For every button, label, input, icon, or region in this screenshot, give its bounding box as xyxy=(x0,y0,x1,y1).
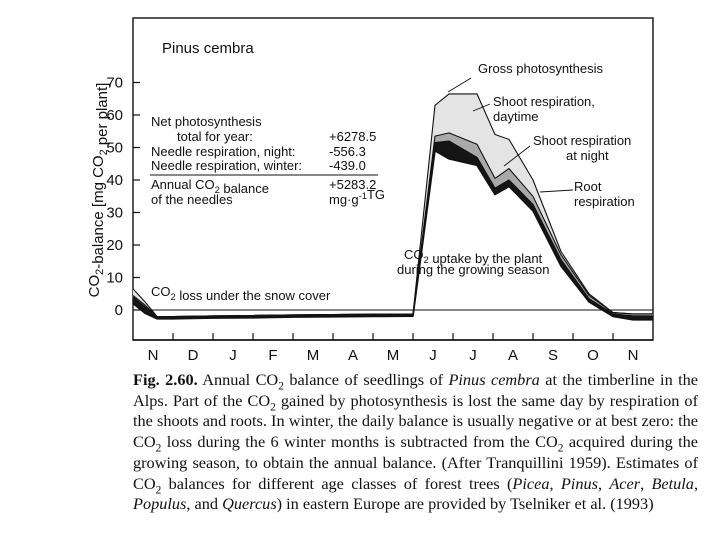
series-areas xyxy=(132,93,653,321)
root-respiration-label-2: respiration xyxy=(574,194,635,209)
figure-caption: Fig. 2.60. Annual CO2 balance of seedlin… xyxy=(133,370,698,515)
shoot-respiration-night-label-2: at night xyxy=(566,148,609,163)
line-shoot-respiration-night xyxy=(132,140,653,318)
caption-text: Annual CO2 balance of seedlings of Pinus… xyxy=(133,370,699,514)
co2-balance-chart: 0 10 20 30 40 50 60 70 N D J F M A M J J A S O N CO2-balanc… xyxy=(86,17,654,364)
leader-gross xyxy=(447,77,472,93)
month-label: J xyxy=(469,347,477,364)
month-label: D xyxy=(188,347,199,364)
y-tick-label: 50 xyxy=(106,140,123,157)
month-label: J xyxy=(429,347,437,364)
snow-loss-label: CO2 loss under the snow cover xyxy=(151,284,331,303)
shoot-respiration-day-label: Shoot respiration, xyxy=(493,94,595,109)
uptake-label-2: during the growing season xyxy=(397,262,550,277)
month-label: M xyxy=(387,347,400,364)
month-label: S xyxy=(548,347,558,364)
y-tick-label: 0 xyxy=(115,302,123,319)
net-photosynthesis-label-2: total for year: xyxy=(177,129,253,144)
month-label: A xyxy=(508,347,518,364)
net-photosynthesis-value: +6278.5 xyxy=(329,129,376,144)
net-photosynthesis-label: Net photosynthesis xyxy=(151,114,262,129)
shoot-respiration-day-label-2: daytime xyxy=(493,109,539,124)
month-label: N xyxy=(628,347,639,364)
needle-winter-value: -439.0 xyxy=(329,158,366,173)
y-tick-label: 30 xyxy=(106,205,123,222)
annual-balance-label: Annual CO2 balance xyxy=(151,177,269,196)
month-label: A xyxy=(348,347,358,364)
needle-night-value: -556.3 xyxy=(329,144,366,159)
y-tick-label: 70 xyxy=(106,75,123,92)
leader-root xyxy=(539,189,574,193)
root-respiration-label: Root xyxy=(574,179,602,194)
y-axis-label: CO2-balance [mg CO2 per plant] xyxy=(86,83,111,298)
leader-shoot-day xyxy=(472,103,491,112)
y-tick-label: 10 xyxy=(106,270,123,287)
y-tick-label: 60 xyxy=(106,107,123,124)
needle-night-label: Needle respiration, night: xyxy=(151,144,296,159)
figure-label: Fig. 2.60. xyxy=(133,370,198,389)
annual-balance-value: +5283.2 xyxy=(329,177,376,192)
uptake-label: CO2 uptake by the plant xyxy=(404,247,543,266)
y-axis: 0 10 20 30 40 50 60 70 xyxy=(106,75,140,319)
shoot-respiration-night-label: Shoot respiration xyxy=(533,133,631,148)
month-label: N xyxy=(148,347,159,364)
month-label: F xyxy=(268,347,277,364)
y-tick-label: 20 xyxy=(106,237,123,254)
balance-table: Net photosynthesis total for year: +6278… xyxy=(150,114,385,207)
annotations: Gross photosynthesis Shoot respiration, … xyxy=(151,61,635,303)
month-label: M xyxy=(307,347,320,364)
needle-winter-label: Needle respiration, winter: xyxy=(151,158,302,173)
leader-shoot-night xyxy=(503,145,531,167)
annual-balance-label-2: of the needles xyxy=(151,192,233,207)
y-tick-label: 40 xyxy=(106,172,123,189)
gross-photosynthesis-label: Gross photosynthesis xyxy=(478,61,604,76)
month-label: O xyxy=(587,347,599,364)
line-root-respiration xyxy=(132,150,653,321)
annual-balance-unit: mg·g-1TG xyxy=(329,187,385,207)
chart-title: Pinus cembra xyxy=(162,40,254,57)
month-label: J xyxy=(229,347,237,364)
